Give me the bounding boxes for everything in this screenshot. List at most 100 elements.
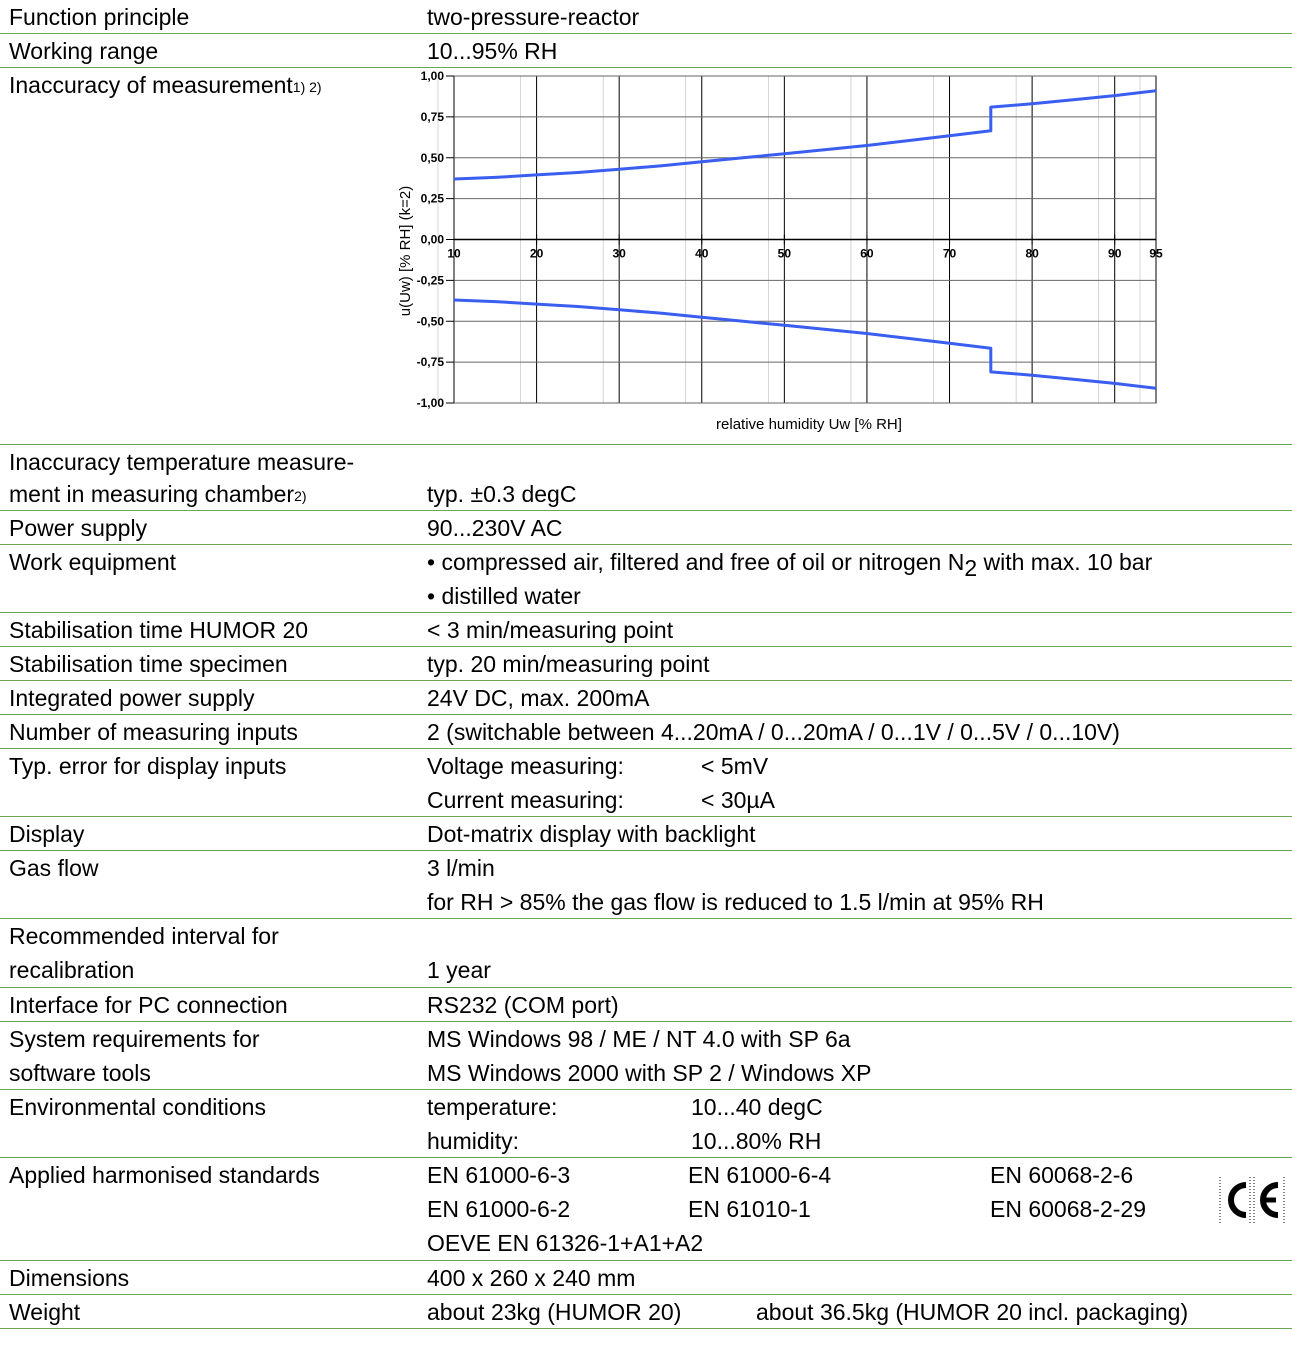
- spec-label-line2: ment in measuring chamber2): [9, 477, 307, 511]
- y-tick-label: 0,50: [421, 151, 445, 165]
- spec-value: RS232 (COM port): [427, 992, 619, 1018]
- spec-value: 90...230V AC: [427, 515, 563, 541]
- spec-label: Stabilisation time specimen: [9, 651, 288, 677]
- spec-value: < 5mV: [701, 753, 769, 779]
- spec-value: 10...40 degC: [691, 1094, 823, 1120]
- y-tick-label: -0,25: [417, 273, 445, 287]
- spec-row-typ-error: Typ. error for display inputs Voltage me…: [0, 749, 1292, 817]
- spec-label: Integrated power supply: [9, 685, 255, 711]
- uncertainty-series-line: [453, 89, 1157, 181]
- spec-value: two-pressure-reactor: [427, 4, 640, 30]
- y-tick-label: 0,00: [421, 233, 445, 247]
- x-axis-label: relative humidity Uw [% RH]: [716, 416, 902, 433]
- standard-item: EN 61000-6-4: [688, 1162, 832, 1188]
- y-tick-label: 1,00: [421, 69, 445, 83]
- spec-key: Voltage measuring:: [427, 753, 624, 779]
- spec-label-line1: Recommended interval for: [9, 923, 279, 949]
- spec-value: 1 year: [427, 957, 491, 983]
- x-tick-label: 60: [860, 247, 874, 261]
- spec-label: Interface for PC connection: [9, 992, 288, 1018]
- x-tick-label: 40: [695, 247, 709, 261]
- spec-value: < 3 min/measuring point: [427, 617, 674, 643]
- spec-row-weight: Weight about 23kg (HUMOR 20) about 36.5k…: [0, 1295, 1292, 1329]
- y-axis-label: u(Uw) [% RH] (k=2): [397, 186, 414, 316]
- x-tick-label: 95: [1149, 247, 1163, 261]
- spec-value-line1: MS Windows 98 / ME / NT 4.0 with SP 6a: [427, 1026, 851, 1052]
- spec-value-line2: for RH > 85% the gas flow is reduced to …: [427, 889, 1044, 915]
- x-tick-label: 80: [1025, 247, 1039, 261]
- spec-row-stab-specimen: Stabilisation time specimen typ. 20 min/…: [0, 647, 1292, 681]
- spec-label: Work equipment: [9, 549, 177, 575]
- spec-label: Stabilisation time HUMOR 20: [9, 617, 309, 643]
- standard-item: EN 60068-2-29: [990, 1196, 1146, 1222]
- spec-row-stab-humor: Stabilisation time HUMOR 20 < 3 min/meas…: [0, 613, 1292, 647]
- spec-value: 10...80% RH: [691, 1128, 822, 1154]
- spec-label: Dimensions: [9, 1265, 130, 1291]
- spec-row-working-range: Working range 10...95% RH: [0, 34, 1292, 68]
- label-text: ment in measuring chamber: [9, 481, 295, 507]
- spec-value: 400 x 260 x 240 mm: [427, 1265, 636, 1291]
- x-tick-label: 20: [530, 247, 544, 261]
- value-text: • compressed air, filtered and free of o…: [427, 549, 965, 575]
- spec-value: 2 (switchable between 4...20mA / 0...20m…: [427, 719, 1120, 745]
- spec-row-temp-inaccuracy: Inaccuracy temperature measure- ment in …: [0, 445, 1292, 511]
- spec-key: temperature:: [427, 1094, 558, 1120]
- standard-item: EN 61000-6-3: [427, 1162, 571, 1188]
- footnote-ref: 2): [294, 488, 307, 504]
- spec-label-line1: Inaccuracy temperature measure-: [9, 449, 355, 475]
- spec-row-environment: Environmental conditions temperature: 10…: [0, 1090, 1292, 1158]
- spec-label: Environmental conditions: [9, 1094, 266, 1120]
- spec-row-function-principle: Function principle two-pressure-reactor: [0, 0, 1292, 34]
- spec-key: Current measuring:: [427, 787, 624, 813]
- spec-value: typ. 20 min/measuring point: [427, 651, 710, 677]
- spec-value: 10...95% RH: [427, 38, 558, 64]
- spec-label: Inaccuracy of measurement1) 2): [9, 68, 322, 102]
- standard-item: EN 61000-6-2: [427, 1196, 571, 1222]
- spec-label-line2: software tools: [9, 1060, 151, 1086]
- label-text: Inaccuracy of measurement: [9, 72, 293, 98]
- spec-value-line2: • distilled water: [427, 583, 581, 609]
- spec-label: Typ. error for display inputs: [9, 753, 287, 779]
- standard-item: EN 60068-2-6: [990, 1162, 1134, 1188]
- spec-row-system-req: System requirements for software tools M…: [0, 1022, 1292, 1090]
- spec-label: Number of measuring inputs: [9, 719, 298, 745]
- spec-label-line2: recalibration: [9, 957, 135, 983]
- x-tick-label: 10: [447, 247, 461, 261]
- spec-value: about 23kg (HUMOR 20): [427, 1299, 682, 1325]
- spec-label: Function principle: [9, 4, 190, 30]
- spec-value: about 36.5kg (HUMOR 20 incl. packaging): [756, 1299, 1189, 1325]
- spec-row-recalibration: Recommended interval for recalibration 1…: [0, 919, 1292, 988]
- y-tick-label: -0,50: [417, 314, 445, 328]
- uncertainty-series-line: [453, 298, 1157, 390]
- y-tick-label: -1,00: [417, 396, 445, 410]
- spec-row-display: Display Dot-matrix display with backligh…: [0, 817, 1292, 851]
- spec-label: Working range: [9, 38, 159, 64]
- spec-label: Weight: [9, 1299, 81, 1325]
- spec-value: 24V DC, max. 200mA: [427, 685, 650, 711]
- spec-value-line1: • compressed air, filtered and free of o…: [427, 545, 1152, 585]
- standard-item: EN 61010-1: [688, 1196, 811, 1222]
- ce-mark-icon: [1219, 1177, 1285, 1223]
- spec-row-integrated-power: Integrated power supply 24V DC, max. 200…: [0, 681, 1292, 715]
- spec-row-inaccuracy: Inaccuracy of measurement1) 2) 1,00 0,75 0…: [0, 68, 1292, 445]
- spec-row-power-supply: Power supply 90...230V AC: [0, 511, 1292, 545]
- x-tick-label: 70: [943, 247, 957, 261]
- spec-row-work-equipment: Work equipment • compressed air, filtere…: [0, 545, 1292, 613]
- y-tick-label: 0,75: [421, 110, 445, 124]
- footnote-ref: 1) 2): [292, 79, 322, 95]
- uncertainty-chart: 1,00 0,75 0,50 0,25 0,00 -0,25 -0,50 -0,75 -1,00…: [390, 68, 1180, 449]
- spec-label: Applied harmonised standards: [9, 1162, 320, 1188]
- y-tick-label: 0,25: [421, 192, 445, 206]
- x-tick-label: 90: [1108, 247, 1122, 261]
- spec-value-line1: 3 l/min: [427, 855, 495, 881]
- spec-label-line1: System requirements for: [9, 1026, 260, 1052]
- value-text-tail: with max. 10 bar: [977, 549, 1153, 575]
- uncertainty-chart-svg: 1,00 0,75 0,50 0,25 0,00 -0,25 -0,50 -0,75 -1,00…: [397, 69, 1163, 433]
- spec-value-line2: MS Windows 2000 with SP 2 / Windows XP: [427, 1060, 872, 1086]
- spec-value: Dot-matrix display with backlight: [427, 821, 756, 847]
- spec-row-dimensions: Dimensions 400 x 260 x 240 mm: [0, 1261, 1292, 1295]
- x-tick-label: 30: [612, 247, 626, 261]
- standard-item: OEVE EN 61326-1+A1+A2: [427, 1230, 704, 1256]
- spec-label: Gas flow: [9, 855, 99, 881]
